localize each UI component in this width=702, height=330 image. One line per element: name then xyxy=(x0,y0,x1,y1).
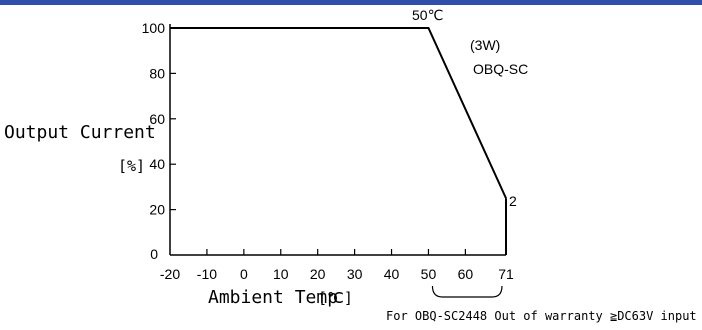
y-axis-unit: [%] xyxy=(118,157,145,175)
model-name-label: OBQ-SC xyxy=(473,61,528,77)
knee-label: 50℃ xyxy=(412,7,443,23)
x-tick-label: -10 xyxy=(197,266,217,282)
x-tick-label: 0 xyxy=(240,266,248,282)
range-bracket xyxy=(431,285,503,298)
y-tick-label: 60 xyxy=(149,111,165,127)
ticks: 0 20 40 60 80 100 -20 -10 0 10 20 30 40 50 60 71 xyxy=(142,20,514,282)
x-axis-unit: [℃] xyxy=(318,289,353,307)
x-tick-label: 40 xyxy=(384,266,400,282)
y-tick-label: 80 xyxy=(149,65,165,81)
model-wattage-label: (3W) xyxy=(470,37,500,53)
y-axis-label: Output Current xyxy=(4,122,156,143)
x-tick-label: 50 xyxy=(421,266,437,282)
axes xyxy=(169,24,506,256)
x-axis-label: Ambient Temp xyxy=(208,287,338,308)
x-tick-label: 10 xyxy=(273,266,289,282)
y-tick-label: 0 xyxy=(150,246,158,262)
x-tick-label: 60 xyxy=(458,266,474,282)
end-label: 2 xyxy=(509,193,517,209)
y-tick-label: 40 xyxy=(149,156,165,172)
x-tick-label: -20 xyxy=(160,266,180,282)
top-band xyxy=(0,0,702,5)
x-tick-label: 71 xyxy=(498,266,514,282)
series-line xyxy=(170,27,507,199)
y-tick-label: 100 xyxy=(142,20,166,36)
footnote: For OBQ-SC2448 Out of warranty ≧DC63V in… xyxy=(386,309,697,323)
x-tick-label: 20 xyxy=(310,266,326,282)
y-tick-label: 20 xyxy=(149,202,165,218)
x-tick-label: 30 xyxy=(347,266,363,282)
